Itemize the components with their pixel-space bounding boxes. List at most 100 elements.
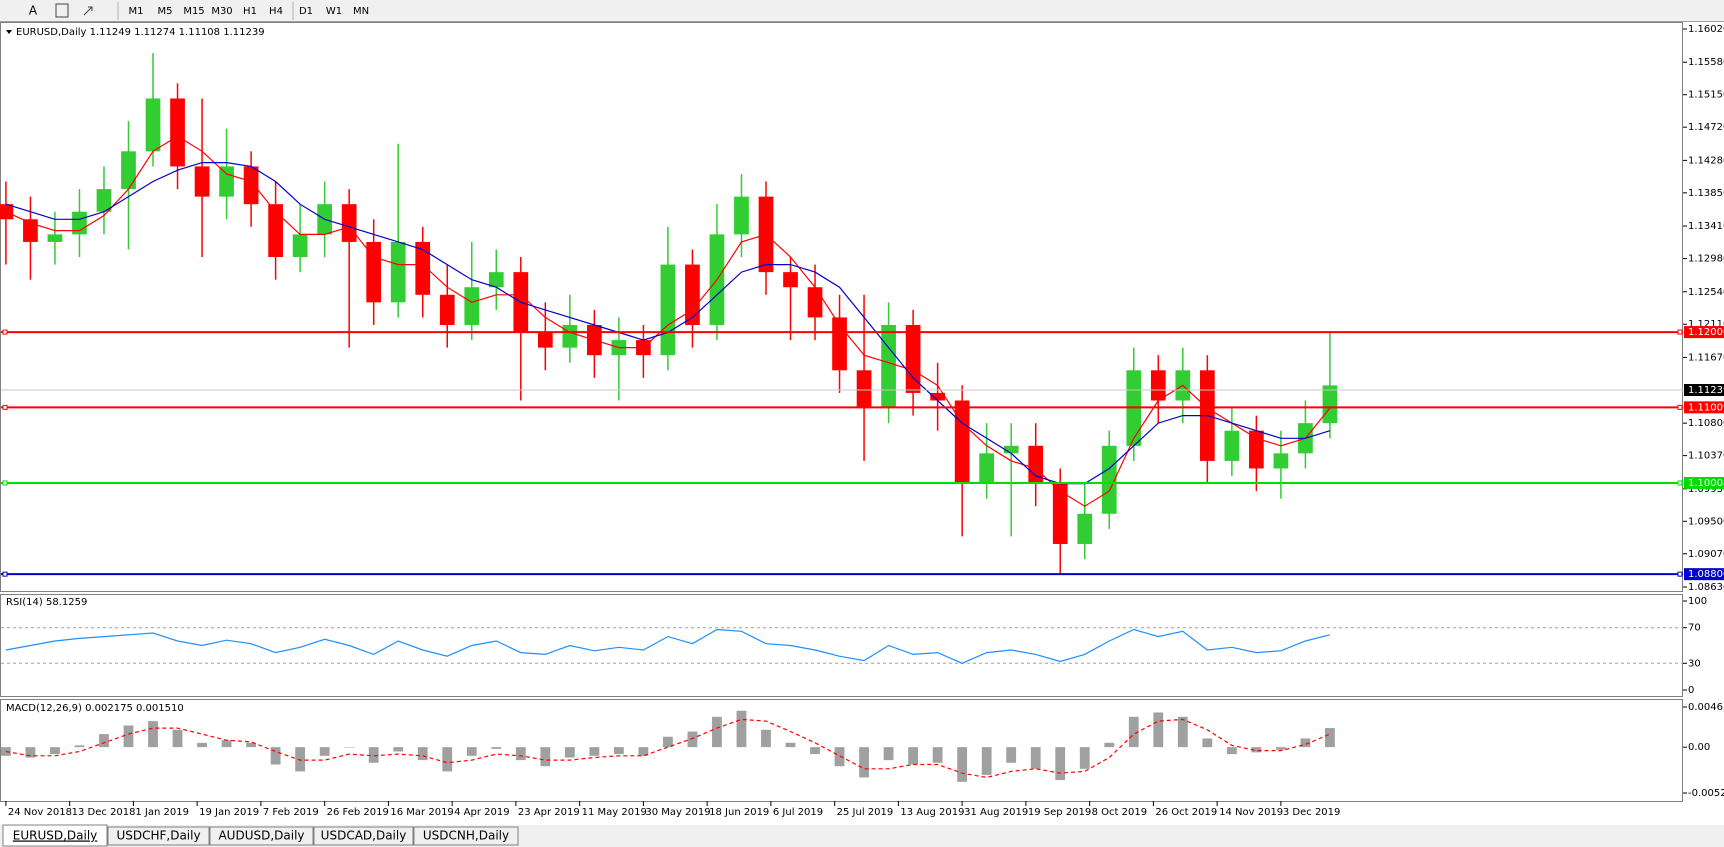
timeframe-button[interactable]: M1	[129, 6, 144, 17]
symbol-tab[interactable]	[209, 826, 314, 846]
candle-body	[488, 272, 504, 288]
candle-body	[170, 98, 185, 167]
macd-histogram-bar	[736, 710, 747, 748]
level-price-label: 1.11009	[1688, 402, 1724, 413]
y-tick-label: 1.13850	[1688, 188, 1724, 199]
macd-histogram-bar	[344, 747, 355, 748]
macd-histogram-bar	[1226, 747, 1237, 755]
level-marker	[1677, 480, 1683, 486]
candle-body	[268, 204, 283, 258]
macd-histogram-bar	[50, 747, 60, 755]
timeframe-button[interactable]: H1	[243, 6, 257, 17]
timeframe-button[interactable]: M5	[158, 6, 173, 17]
moving-average	[5, 135, 1331, 507]
macd-signal-line	[5, 718, 1331, 779]
macd-histogram-bar	[1275, 747, 1286, 750]
symbol-tab-label[interactable]: AUDUSD,Daily	[218, 829, 304, 843]
y-tick-label: 0.00463	[1688, 702, 1724, 713]
candle-body	[415, 241, 431, 295]
x-tick-label: 14 Nov 2019	[1219, 807, 1283, 818]
level-price-box	[1684, 326, 1724, 339]
macd-histogram-bar	[1300, 738, 1311, 748]
x-tick-label: 16 Mar 2019	[390, 807, 453, 818]
candle-body	[1077, 513, 1093, 544]
candle-body	[1052, 483, 1068, 544]
y-tick-label: 1.09500	[1688, 516, 1724, 527]
candle-body	[464, 287, 480, 325]
x-tick-label: 6 Jul 2019	[773, 807, 823, 818]
x-tick-label: 18 Jun 2019	[709, 807, 769, 818]
symbol-tab-label[interactable]: USDCHF,Daily	[116, 829, 200, 843]
x-tick-label: 23 Apr 2019	[518, 807, 580, 818]
macd-histogram-bar	[123, 725, 134, 748]
symbol-tab[interactable]	[313, 826, 414, 846]
timeframe-button[interactable]: W1	[326, 6, 342, 17]
y-tick-label: 1.12110	[1688, 319, 1724, 330]
candle-body	[243, 166, 259, 205]
y-tick-label: 1.10370	[1688, 451, 1724, 462]
macd-histogram-bar	[859, 747, 869, 778]
macd-histogram-bar	[1, 747, 11, 756]
y-tick-label: 0.00	[1688, 742, 1710, 753]
arrow-tool-icon[interactable]	[83, 6, 93, 16]
timeframe-button[interactable]: M30	[211, 6, 232, 17]
rsi-line	[5, 628, 1331, 664]
symbol-tab[interactable]	[413, 826, 519, 846]
x-tick-label: 11 May 2019	[582, 807, 647, 818]
y-tick-label: 0	[1688, 685, 1694, 696]
timeframe-button[interactable]: M15	[183, 6, 204, 17]
macd-histogram-bar	[564, 747, 575, 758]
level-marker	[2, 480, 8, 486]
macd-histogram-bar	[1177, 716, 1188, 748]
macd-histogram-bar	[491, 747, 502, 749]
macd-histogram-bar	[589, 747, 600, 756]
symbol-tab-label[interactable]: USDCAD,Daily	[321, 829, 407, 843]
x-tick-label: 8 Oct 2019	[1092, 807, 1147, 818]
macd-histogram-bar	[466, 747, 477, 756]
macd-histogram-bar	[613, 747, 624, 755]
x-tick-label: 3 Dec 2019	[1283, 807, 1341, 818]
y-tick-label: 1.08630	[1688, 582, 1724, 593]
candle-body	[1224, 430, 1240, 461]
candle-body	[1150, 370, 1166, 401]
candle-body	[121, 151, 136, 190]
timeframe-button[interactable]: MN	[353, 6, 369, 17]
symbol-tab[interactable]	[2, 824, 108, 847]
price-panel	[0, 22, 1683, 592]
macd-histogram-bar	[663, 736, 673, 748]
macd-histogram-bar	[932, 747, 943, 763]
candle-body	[562, 324, 578, 348]
x-tick-label: 13 Aug 2019	[900, 807, 964, 818]
candle-body	[979, 453, 995, 484]
timeframe-button[interactable]: H4	[269, 6, 283, 17]
macd-histogram-bar	[1055, 747, 1066, 781]
text-tool-icon[interactable]: A	[29, 4, 38, 18]
rsi-title: RSI(14) 58.1259	[6, 597, 87, 608]
candle-body	[685, 264, 700, 325]
label-tool-icon[interactable]	[55, 3, 69, 18]
candle-body	[292, 234, 308, 258]
macd-histogram-bar	[712, 716, 722, 748]
symbol-tab-label[interactable]: USDCNH,Daily	[423, 829, 509, 843]
macd-histogram-bar	[1325, 728, 1335, 748]
symbol-menu-arrow[interactable]	[6, 30, 12, 34]
level-price-box	[1684, 568, 1724, 581]
x-tick-label: 25 Jul 2019	[837, 807, 894, 818]
y-tick-label: 1.11670	[1688, 352, 1724, 363]
candle-body	[194, 166, 210, 197]
candle-body	[1101, 445, 1117, 514]
level-marker	[1677, 404, 1683, 410]
x-tick-label: 19 Jan 2019	[199, 807, 259, 818]
level-marker	[1677, 329, 1683, 335]
symbol-tab-label[interactable]: EURUSD,Daily	[13, 829, 98, 843]
macd-histogram-bar	[99, 734, 109, 748]
macd-histogram-bar	[442, 747, 453, 772]
symbol-tab[interactable]	[107, 826, 210, 846]
level-price-box	[1684, 401, 1724, 414]
timeframe-button[interactable]: D1	[299, 6, 313, 17]
candle-body	[856, 370, 872, 409]
x-tick-label: 24 Nov 2018	[8, 807, 72, 818]
candle-body	[96, 189, 112, 212]
y-tick-label: 1.12980	[1688, 254, 1724, 265]
level-price-label: 1.10008	[1688, 478, 1724, 489]
